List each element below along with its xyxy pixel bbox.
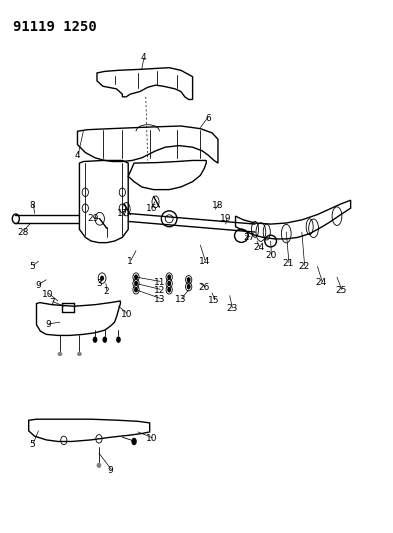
Text: 29: 29 (87, 214, 99, 223)
Text: 1: 1 (127, 257, 133, 265)
Text: 10: 10 (42, 289, 53, 298)
Circle shape (134, 274, 138, 280)
Text: 22: 22 (298, 262, 309, 271)
Text: 12: 12 (154, 286, 165, 295)
Ellipse shape (58, 352, 62, 356)
Circle shape (167, 274, 171, 280)
Text: 15: 15 (208, 296, 220, 305)
Text: 26: 26 (198, 283, 210, 292)
Text: 27: 27 (244, 233, 255, 242)
Text: 7: 7 (49, 298, 55, 307)
Circle shape (134, 287, 138, 293)
Text: 5: 5 (30, 262, 35, 271)
Ellipse shape (77, 352, 82, 356)
Circle shape (134, 281, 138, 286)
Text: 2: 2 (103, 287, 109, 296)
Text: 21: 21 (283, 260, 294, 268)
Text: 4: 4 (75, 151, 80, 160)
Circle shape (93, 336, 97, 343)
Circle shape (131, 438, 137, 445)
Text: 9: 9 (108, 466, 114, 475)
Text: 20: 20 (265, 252, 276, 261)
Circle shape (167, 281, 171, 286)
Circle shape (116, 336, 121, 343)
Text: 24: 24 (253, 244, 264, 253)
Text: 8: 8 (30, 201, 35, 210)
Text: 13: 13 (154, 295, 165, 304)
Text: 19: 19 (220, 214, 231, 223)
Circle shape (103, 336, 107, 343)
Circle shape (187, 277, 191, 282)
Circle shape (167, 287, 171, 293)
Circle shape (187, 284, 191, 289)
Text: 9: 9 (45, 320, 51, 329)
Text: 17: 17 (117, 209, 128, 218)
Text: 11: 11 (154, 278, 165, 287)
Text: 3: 3 (96, 279, 102, 288)
Text: 6: 6 (205, 114, 211, 123)
Text: 23: 23 (226, 304, 237, 313)
Text: 13: 13 (175, 295, 187, 304)
Text: 9: 9 (36, 280, 41, 289)
Text: 10: 10 (121, 310, 132, 319)
Text: 14: 14 (198, 257, 210, 265)
Text: 10: 10 (146, 434, 157, 443)
Text: 25: 25 (335, 286, 347, 295)
Circle shape (100, 276, 104, 281)
Text: 4: 4 (141, 53, 147, 62)
Text: 91119 1250: 91119 1250 (13, 20, 97, 34)
Text: 28: 28 (17, 228, 29, 237)
Text: 16: 16 (146, 204, 157, 213)
Text: 24: 24 (316, 278, 327, 287)
Ellipse shape (97, 463, 101, 468)
Text: 5: 5 (30, 440, 35, 449)
Text: 18: 18 (212, 201, 224, 210)
